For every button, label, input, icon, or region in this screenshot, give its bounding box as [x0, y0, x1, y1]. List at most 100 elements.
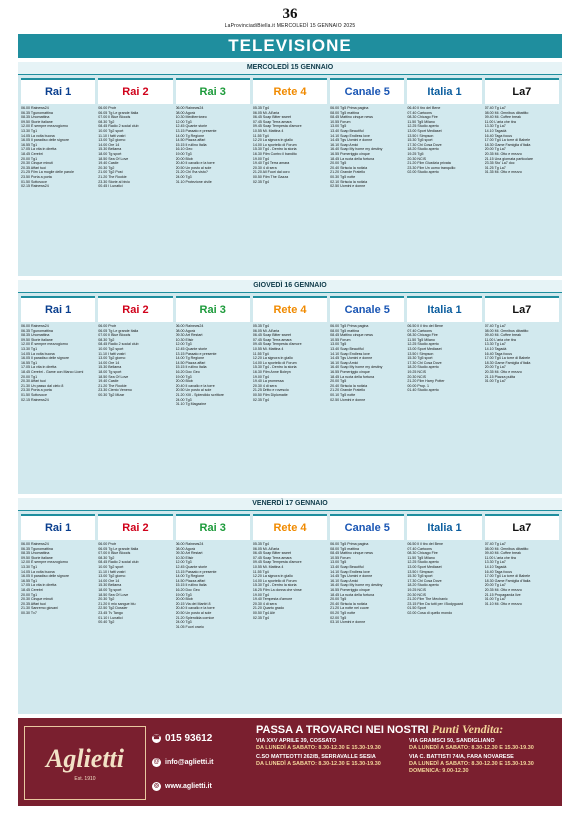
program-row: 01.10 Tg Magazine — [175, 402, 207, 407]
program-row: 08.45 Radio 2 social club — [98, 560, 139, 565]
program-row: 21.15 Propaganda live — [484, 592, 521, 597]
program-row: 19.40 Castle — [98, 161, 119, 166]
program-row: 18.45 La ruota della fortuna — [330, 592, 375, 597]
channel-schedule: 06.00 Rainews24 08.00 Agorà 09.30 Art Rest… — [176, 324, 250, 407]
day-heading: VENERDÌ 17 GENNAIO — [18, 498, 562, 511]
program-row: 11.10 I fatti vostri — [98, 569, 126, 574]
store-4: VIA C. BATTISTI 74/A, FARA NOVARESE DA LU… — [409, 754, 556, 775]
program-row: 02.50 Uomini e donne — [330, 184, 366, 189]
program-row: 16.30 Film Anne Boleyn — [252, 369, 291, 374]
day-block-3: VENERDÌ 17 GENNAIO Rai 1 Rai 2 Rai 3 Rete 4 C… — [18, 498, 562, 714]
program-row: 00.30 Tv7 — [21, 610, 37, 615]
program-row: 08.35 Unomattina — [21, 333, 50, 338]
program-row: 15.30 Tg4 - Dentro la storia — [252, 147, 297, 152]
program-row: 09.50 Storie italiane — [21, 337, 53, 342]
program-row: 14.10 Tagadà — [484, 346, 507, 351]
phone-icon: ☎ — [152, 734, 161, 744]
channel-name: Rai 2 — [122, 304, 149, 316]
program-row: 14.00 Ore 14 — [98, 578, 120, 583]
ad-contacts: ☎ 015 93612 @ info@aglietti.it ◎ www.agliet… — [152, 726, 248, 798]
program-row: 06.35 Tgunomattina — [21, 110, 53, 115]
program-row: 01.40 Studio aperto — [407, 388, 439, 393]
channel-logo: Italia 1 — [407, 296, 482, 322]
program-row: 13.00 Sport Mediaset — [407, 346, 442, 351]
program-row: 13.50 I Simpson — [407, 351, 434, 356]
program-row: 14.05 La volta buona — [21, 351, 55, 356]
program-row: 13.50 I Simpson — [407, 569, 434, 574]
program-row: 01.35 Mi. Otto e mezzo — [484, 170, 522, 175]
program-row: 14.45 Tgs Uomini e donne — [330, 356, 373, 361]
program-row: 19.40 La promessa — [252, 379, 284, 384]
program-row: 20.00 Tg La7 — [484, 365, 506, 370]
program-row: 16.40 Soap My home my destiny — [330, 583, 383, 588]
program-row: 07.00 Il Blue Bloods — [98, 333, 131, 338]
program-row: 16.40 Soap My home my destiny — [330, 147, 383, 152]
program-row: 23.50 Porta a porta — [21, 174, 52, 179]
program-row: 20.30 Cinque minuti — [21, 161, 53, 166]
program-row: 13.15 Passato e presente — [175, 351, 217, 356]
program-row: 17.00 Tg4 La torre di Babele — [484, 574, 531, 579]
program-row: 00.30 Tg2 Mizar — [98, 392, 125, 397]
program-row: 14.50 Piazza affari — [175, 138, 206, 143]
program-row: 21.20 Film Giustizia privata — [407, 161, 451, 166]
program-row: 15.30 Tg5 sport — [407, 356, 433, 361]
program-row: 14.00 Ore 14 — [98, 142, 120, 147]
email-item: @ info@aglietti.it — [152, 758, 248, 768]
program-row: 20.40 Striscia la notizia — [330, 165, 368, 170]
channel-name: La7 — [512, 522, 532, 534]
program-row: 11.55 Tg4 — [252, 569, 269, 574]
program-row: 23.45 Tv Tango — [98, 610, 123, 615]
program-row: 20.00 Tg5 — [330, 597, 347, 602]
channel-schedule: 06.40 Il tiro del Bene 07.40 Cartoons 08.3… — [407, 106, 481, 189]
day-block-2: GIOVEDÌ 16 GENNAIO Rai 1 Rai 2 Rai 3 Rete 4 C… — [18, 280, 562, 494]
phone-item: ☎ 015 93612 — [152, 733, 248, 744]
program-row: 14.10 Tagadà — [484, 128, 507, 133]
store-2: VIA GRAMSCI 50, SANDIGLIANO DA LUNEDÌ A S… — [409, 738, 556, 752]
program-row: 14.50 Piazza affari — [175, 578, 206, 583]
program-row: 14.00 Tg Regione — [175, 133, 205, 138]
program-row: 16.05 Il paradiso delle signore — [21, 356, 69, 361]
program-row: 14.10 Tagadà — [484, 564, 507, 569]
program-row: 20.50 Un posto al sole — [175, 388, 212, 393]
web-item: ◎ www.aglietti.it — [152, 781, 248, 791]
program-row: 16.25 Film La donna che vinse — [252, 587, 302, 592]
program-row: 13.00 Sport Mediaset — [407, 564, 442, 569]
program-row: 02.35 Tg4 — [252, 615, 269, 620]
program-row: 15.30 Tg5 sport — [407, 574, 433, 579]
program-row: 21.25 Film La moglie delle parole — [21, 170, 74, 175]
program-row: 11.50 Tg5 Milano — [407, 337, 435, 342]
program-row: 19.00 Tg4 — [252, 156, 269, 161]
program-row: 02.00 Tg5 — [330, 615, 347, 620]
program-row: 06.35 Tgunomattina — [21, 546, 53, 551]
program-row: 01.00 Tg La7 — [484, 379, 506, 384]
store-address: VIA XXV APRILE 39, COSSATO — [256, 738, 337, 744]
program-row: 13.15 Passato e presente — [175, 128, 217, 133]
program-row: 13.15 Passato e presente — [175, 569, 217, 574]
program-row: 01.25 Tg La7 — [484, 165, 506, 170]
program-row: 11.00 L'aria che tira — [484, 119, 516, 124]
program-row: 21.20 Quarto grado — [252, 606, 285, 611]
brand-name: Aglietti — [46, 744, 124, 773]
channel-schedule: 06.00 Rainews24 08.00 Agorà 09.30 Art Rest… — [176, 542, 250, 629]
program-row: 19.25 Tg5 — [407, 151, 424, 156]
program-row: 17.30 Chi Cosa Dove — [407, 578, 442, 583]
program-row: 14.05 La volta buona — [21, 569, 55, 574]
program-row: 18.50 Sea Of Love — [98, 374, 129, 379]
program-row: 13.30 Tg1 — [21, 128, 38, 133]
program-row: 20.00 Tg La7 — [484, 583, 506, 588]
channel-name: Italia 1 — [427, 522, 462, 534]
program-row: 18.30 Game Famiglia d'Italia — [484, 360, 531, 365]
store-hours: DA LUNEDÌ A SABATO: 8.30-12.30 E 15.30-1… — [409, 745, 534, 751]
channel-name: Rai 1 — [44, 86, 72, 98]
program-row: 21.20 XIII - Splendido scrittore — [175, 392, 224, 397]
brand-logo: Aglietti Est. 1910 — [24, 726, 146, 800]
program-row: 10.55 Forum — [330, 337, 351, 342]
program-row: 03.10 Uomini e donne — [330, 620, 366, 625]
program-row: 21.20 Grande Fratello — [330, 170, 366, 175]
program-row: 10.30 Mediterràneo — [175, 115, 207, 120]
program-row: 18.45 Cerebri - Game con Marco Liorni — [21, 369, 84, 374]
program-row: 10.30 Elisir — [175, 337, 194, 342]
channel-logo: Rete 4 — [252, 78, 328, 104]
program-row: 24.00 Tg3 — [175, 174, 192, 179]
program-row: 16.55 Pomeriggio cinque — [330, 369, 370, 374]
